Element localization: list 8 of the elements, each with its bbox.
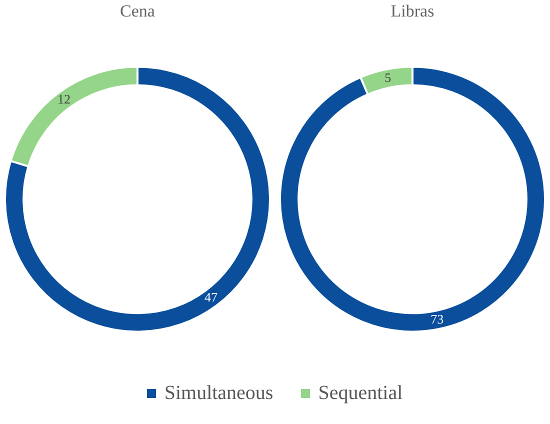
legend-label: Sequential [318, 382, 403, 405]
data-label: 47 [204, 290, 218, 305]
chart-title: Libras [390, 2, 434, 21]
data-label: 73 [430, 311, 444, 326]
data-label: 5 [384, 70, 392, 85]
chart-title: Cena [120, 2, 156, 21]
data-label: 12 [58, 92, 71, 107]
legend-label: Simultaneous [164, 382, 274, 405]
